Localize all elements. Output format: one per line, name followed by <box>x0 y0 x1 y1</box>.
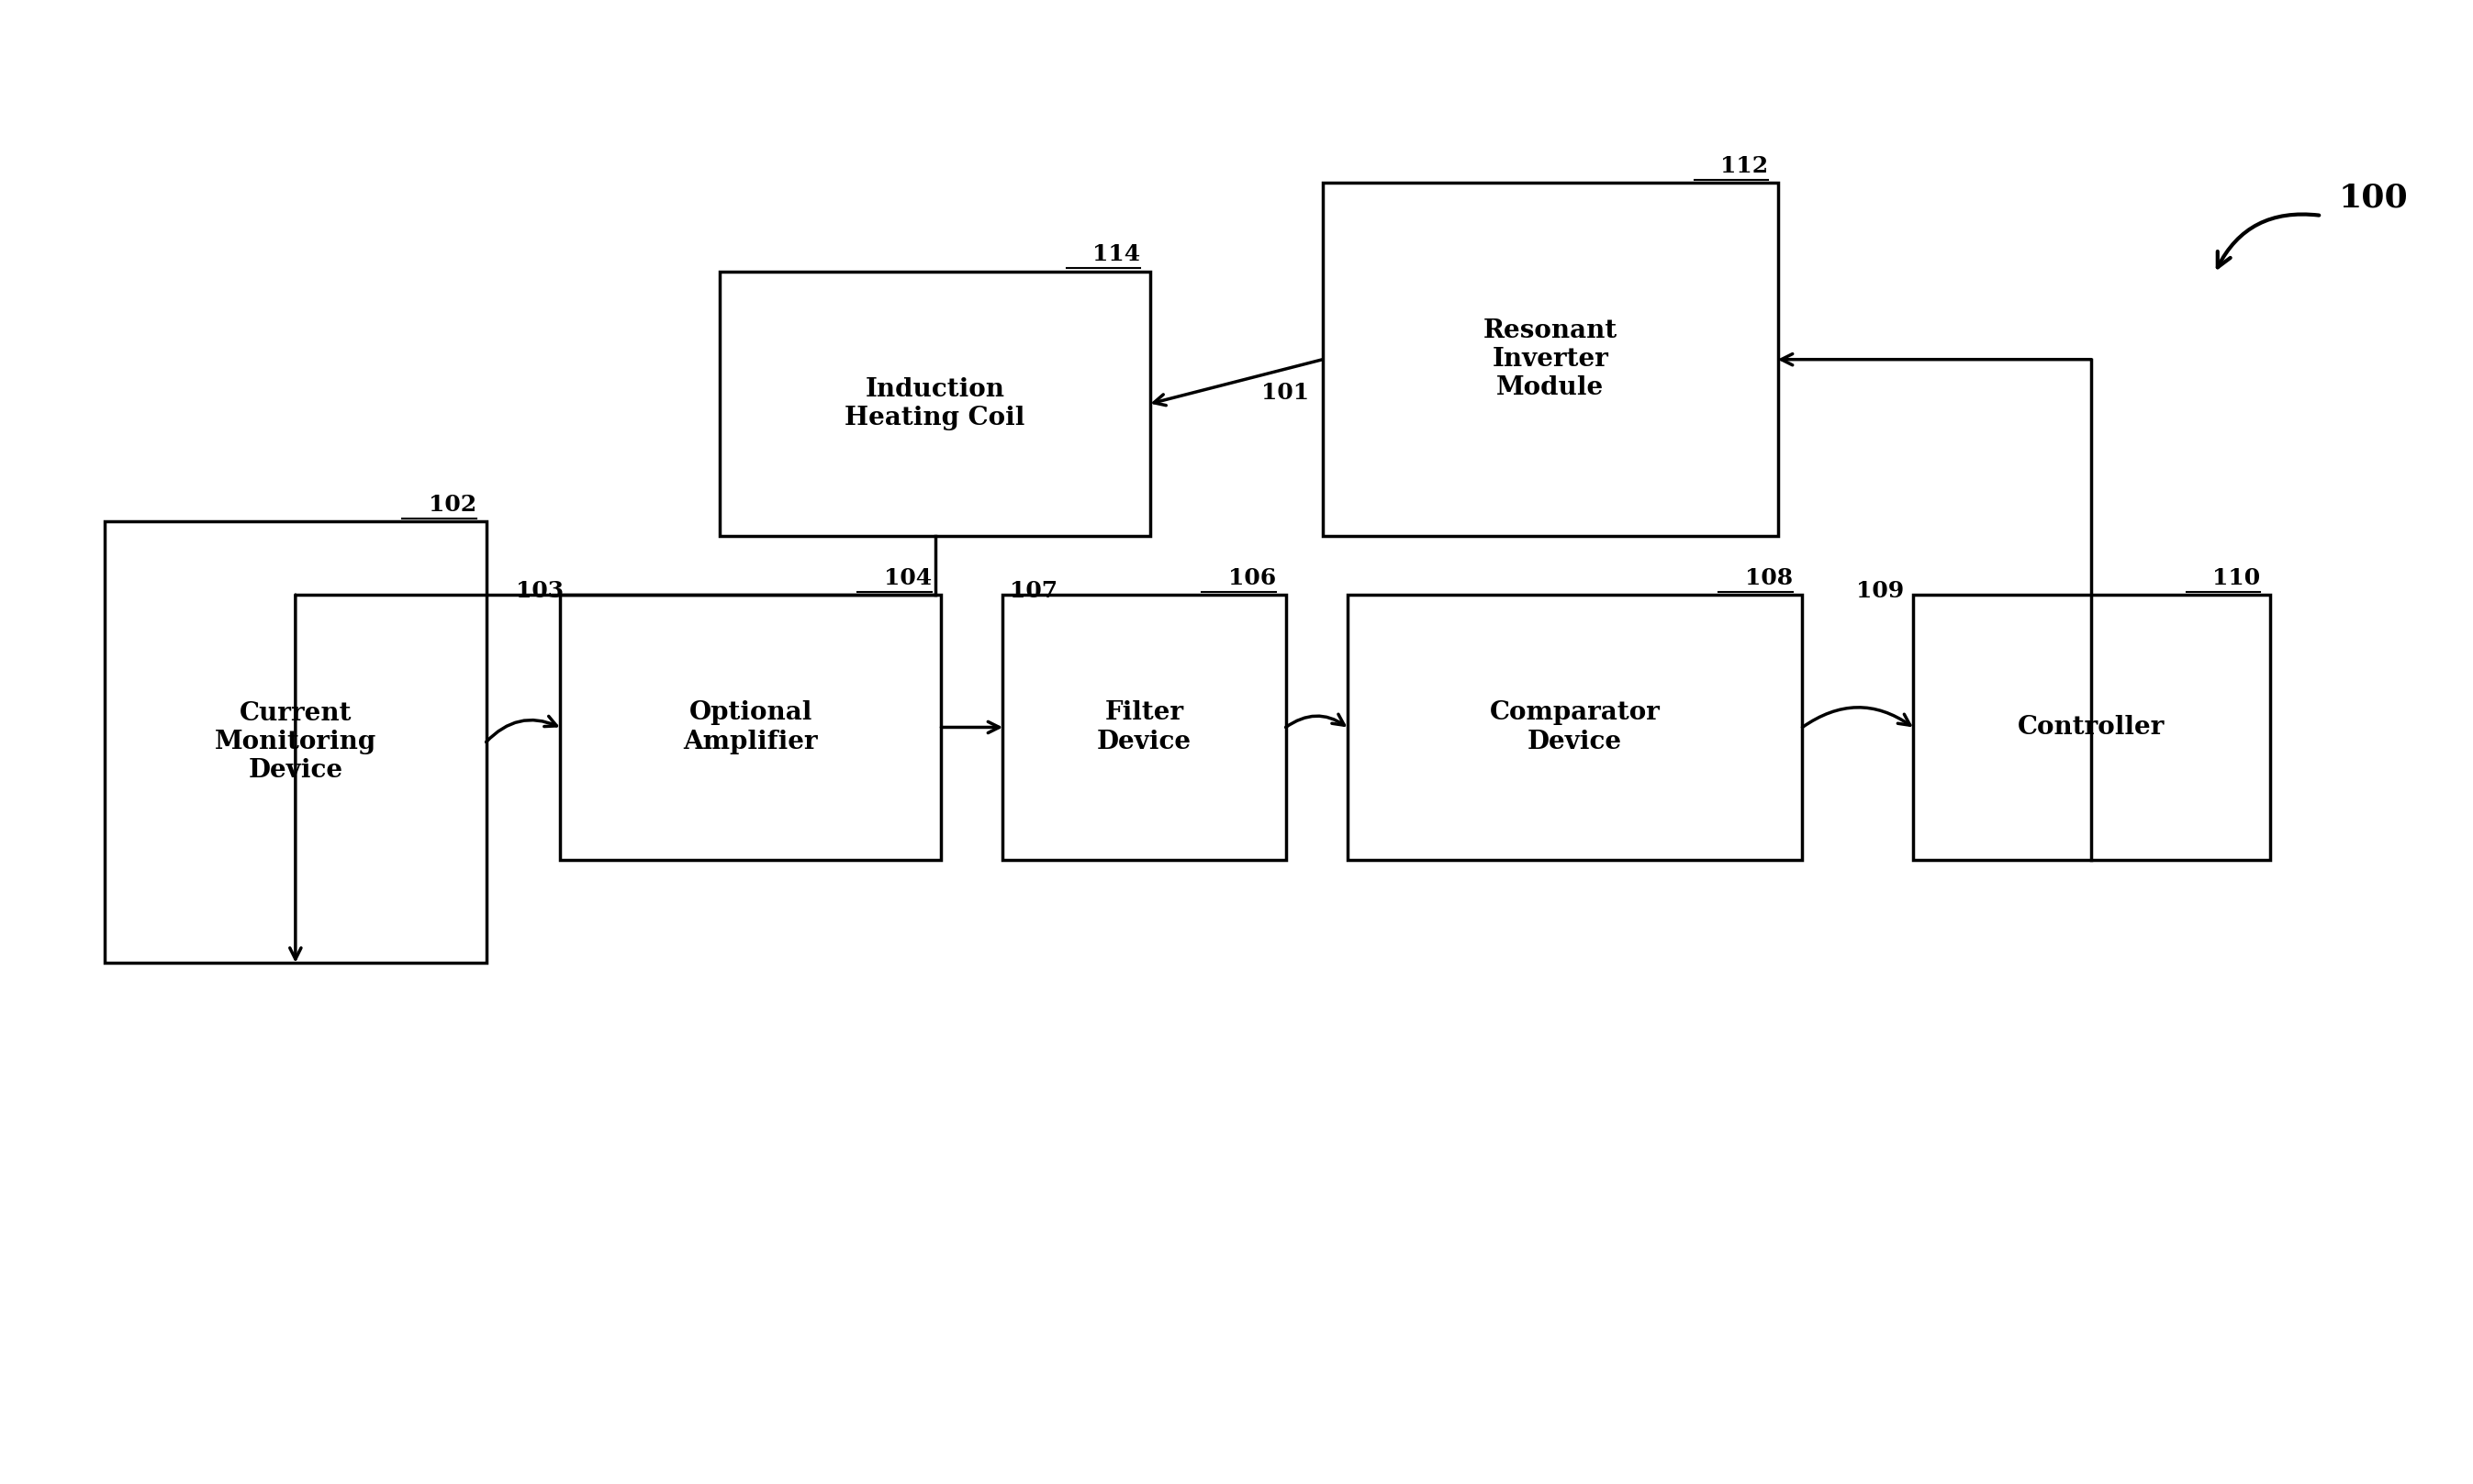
Text: 101: 101 <box>1261 381 1308 404</box>
Text: 104: 104 <box>883 567 932 589</box>
Text: 114: 114 <box>1093 243 1140 266</box>
Text: Filter
Device: Filter Device <box>1098 700 1192 754</box>
Text: Induction
Heating Coil: Induction Heating Coil <box>846 377 1026 430</box>
Text: 103: 103 <box>517 580 564 603</box>
Bar <box>1348 595 1803 859</box>
Text: Resonant
Inverter
Module: Resonant Inverter Module <box>1484 319 1617 401</box>
Text: 108: 108 <box>1743 567 1793 589</box>
Bar <box>1002 595 1286 859</box>
Bar <box>559 595 942 859</box>
Text: 107: 107 <box>1009 580 1058 603</box>
Text: 106: 106 <box>1229 567 1276 589</box>
Text: Comparator
Device: Comparator Device <box>1489 700 1659 754</box>
Text: Current
Monitoring
Device: Current Monitoring Device <box>215 700 376 784</box>
Text: 102: 102 <box>428 493 477 515</box>
Bar <box>1914 595 2270 859</box>
Bar <box>104 521 487 963</box>
Bar <box>1323 183 1778 536</box>
Text: Controller: Controller <box>2018 715 2164 739</box>
Text: 112: 112 <box>1721 154 1768 177</box>
Text: 100: 100 <box>2339 183 2409 214</box>
Bar <box>720 272 1150 536</box>
Text: 110: 110 <box>2213 567 2260 589</box>
Text: Optional
Amplifier: Optional Amplifier <box>683 700 819 754</box>
Text: 109: 109 <box>1857 580 1904 603</box>
